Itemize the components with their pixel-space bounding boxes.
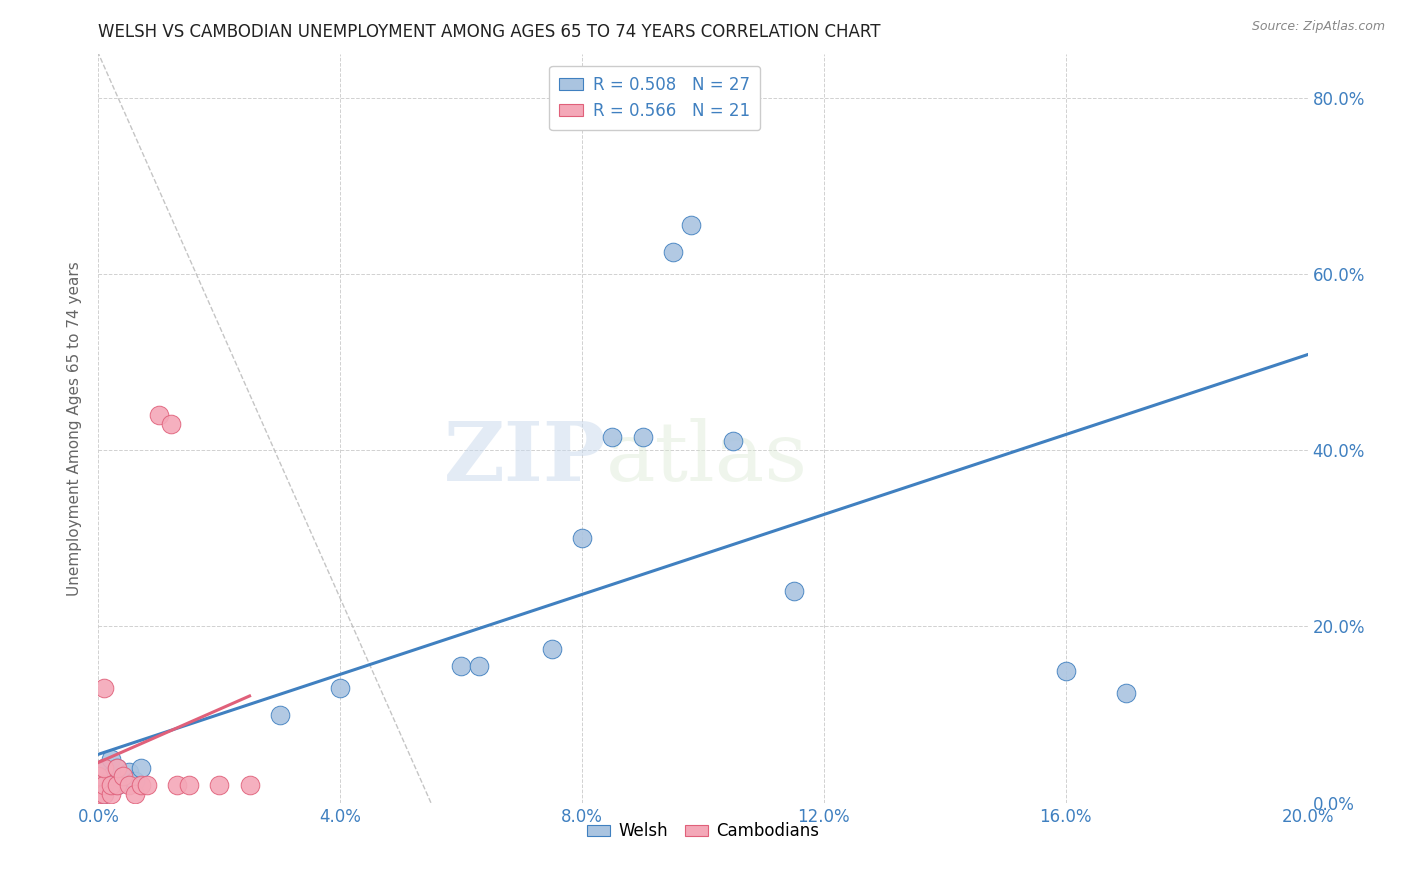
Text: atlas: atlas: [606, 418, 808, 498]
Text: Source: ZipAtlas.com: Source: ZipAtlas.com: [1251, 20, 1385, 33]
Point: [87, 769, 110, 783]
Legend: Welsh, Cambodians: Welsh, Cambodians: [581, 815, 825, 847]
Point: [129, 778, 152, 792]
Point: [148, 408, 170, 422]
Point: [602, 430, 624, 444]
Point: [105, 760, 128, 774]
Point: [679, 219, 702, 233]
Point: [1115, 685, 1137, 699]
Point: [100, 778, 122, 792]
Point: [105, 778, 128, 792]
Point: [450, 659, 472, 673]
Point: [100, 787, 122, 801]
Point: [631, 430, 654, 444]
Point: [135, 778, 157, 792]
Point: [100, 752, 122, 766]
Point: [118, 764, 141, 779]
Point: [93, 760, 115, 774]
Point: [100, 769, 122, 783]
Point: [783, 584, 806, 599]
Point: [1054, 664, 1077, 678]
Point: [166, 778, 188, 792]
Point: [208, 778, 231, 792]
Text: ZIP: ZIP: [444, 418, 606, 498]
Point: [111, 769, 134, 783]
Point: [87, 787, 110, 801]
Point: [329, 681, 352, 696]
Point: [540, 641, 562, 656]
Point: [93, 769, 115, 783]
Point: [93, 778, 115, 792]
Point: [723, 434, 745, 449]
Point: [661, 244, 683, 259]
Point: [93, 760, 115, 774]
Point: [269, 707, 291, 722]
Point: [129, 760, 152, 774]
Point: [93, 787, 115, 801]
Point: [571, 532, 593, 546]
Point: [468, 659, 491, 673]
Point: [87, 778, 110, 792]
Point: [93, 787, 115, 801]
Point: [93, 681, 115, 696]
Point: [105, 778, 128, 792]
Point: [100, 778, 122, 792]
Point: [124, 787, 146, 801]
Point: [179, 778, 201, 792]
Point: [124, 773, 146, 788]
Point: [111, 769, 134, 783]
Y-axis label: Unemployment Among Ages 65 to 74 years: Unemployment Among Ages 65 to 74 years: [67, 260, 83, 596]
Point: [239, 778, 262, 792]
Point: [118, 778, 141, 792]
Point: [160, 417, 183, 431]
Point: [105, 760, 128, 774]
Text: WELSH VS CAMBODIAN UNEMPLOYMENT AMONG AGES 65 TO 74 YEARS CORRELATION CHART: WELSH VS CAMBODIAN UNEMPLOYMENT AMONG AG…: [98, 23, 882, 41]
